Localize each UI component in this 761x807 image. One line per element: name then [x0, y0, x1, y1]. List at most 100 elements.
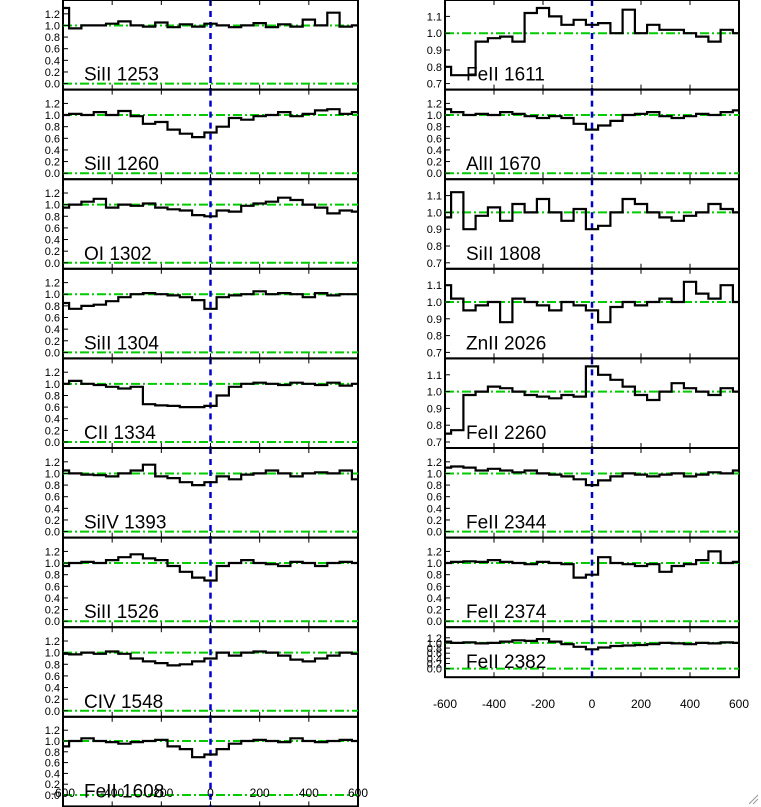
x-tick-label: 600 [348, 786, 368, 800]
y-tick-label: 0.8 [45, 211, 60, 223]
y-tick-label: 0.4 [45, 593, 60, 605]
spectrum-siii-1304 [63, 290, 358, 310]
y-tick-label: 1.2 [427, 633, 442, 645]
y-tick-label: 0.4 [45, 683, 60, 695]
panel-oi-1302: 0.00.20.40.60.81.01.2 OI 1302 [45, 178, 359, 270]
y-tick-label: 0.6 [45, 313, 60, 325]
x-tick-label: 0 [589, 697, 596, 711]
spectrum-siii-1260 [63, 108, 358, 139]
y-tick-label: 0.8 [45, 301, 60, 313]
y-tick-label: 0.8 [427, 241, 442, 253]
y-tick-label: 0.7 [427, 79, 442, 91]
y-tick-label: 0.0 [45, 706, 60, 718]
y-tick-label: 0.2 [45, 67, 60, 79]
y-tick-label: 1.1 [427, 280, 442, 292]
ion-label-znii-2026: ZnII 2026 [466, 333, 546, 354]
x-tick-label: -400 [100, 786, 124, 800]
y-tick-label: 0.0 [45, 347, 60, 359]
y-tick-label: 0.0 [427, 527, 442, 539]
y-tick-label: 1.0 [427, 297, 442, 309]
y-tick-label: 0.6 [45, 402, 60, 414]
panel-siii-1304: 0.00.20.40.60.81.01.2 SiII 1304 [45, 267, 359, 359]
y-tick-label: 0.0 [427, 168, 442, 180]
panel-siii-1253: 0.00.20.40.60.81.01.2 SiII 1253 [45, 0, 359, 91]
y-tick-label: 0.8 [427, 62, 442, 74]
x-tick-label: -200 [531, 697, 555, 711]
y-tick-label: 1.0 [45, 648, 60, 660]
y-tick-label: 0.8 [427, 122, 442, 134]
x-tick-label: 200 [631, 697, 651, 711]
y-tick-label: 1.2 [427, 98, 442, 110]
spectrum-alii-1670 [445, 108, 739, 131]
y-tick-label: 0.8 [45, 659, 60, 671]
y-tick-label: 0.4 [427, 653, 442, 665]
y-tick-label: 0.0 [427, 664, 442, 676]
right-column-chart: 0.7 0.8 0.9 1.0 1.1 FeII 16110.00.20.40.60.81… [427, 0, 749, 711]
spectrum-siii-1526 [63, 553, 358, 582]
spectrum-znii-2026 [445, 280, 739, 324]
y-tick-label: 0.6 [45, 223, 60, 235]
y-tick-label: 0.6 [45, 133, 60, 145]
y-tick-label: 0.4 [427, 503, 442, 515]
y-tick-label: 0.0 [45, 527, 60, 539]
y-tick-label: 1.1 [427, 370, 442, 382]
y-tick-label: 0.0 [45, 790, 60, 802]
ion-label-feii-2382: FeII 2382 [466, 652, 546, 673]
y-tick-label: 0.0 [45, 79, 60, 91]
y-tick-label: 0.2 [427, 157, 442, 169]
y-tick-label: 1.0 [45, 200, 60, 212]
y-tick-label: 0.8 [45, 122, 60, 134]
y-tick-label: 0.8 [427, 420, 442, 432]
ion-label-siii-1808: SiII 1808 [466, 244, 541, 265]
ion-label-feii-2374: FeII 2374 [466, 602, 547, 623]
y-tick-label: 0.2 [427, 658, 442, 670]
ion-label-siii-1253: SiII 1253 [84, 65, 159, 86]
x-tick-label: 400 [680, 697, 700, 711]
resize-grip-icon[interactable] [748, 794, 759, 805]
y-tick-label: 0.2 [45, 425, 60, 437]
y-tick-label: 1.0 [427, 207, 442, 219]
y-tick-label: 0.0 [45, 168, 60, 180]
y-tick-label: 0.4 [45, 414, 60, 426]
y-tick-label: 0.0 [45, 437, 60, 449]
y-tick-label: 1.0 [427, 638, 442, 650]
spectrum-siii-1808 [445, 191, 739, 231]
ion-label-siii-1304: SiII 1304 [84, 333, 159, 354]
y-tick-label: 0.8 [45, 570, 60, 582]
y-tick-label: 0.9 [427, 314, 442, 326]
y-tick-label: 1.0 [427, 387, 442, 399]
ion-label-feii-1611: FeII 1611 [466, 65, 545, 86]
y-tick-label: 1.2 [45, 546, 60, 558]
y-tick-label: 0.2 [427, 515, 442, 527]
y-tick-label: 0.2 [45, 515, 60, 527]
spectrum-feii-2260 [445, 365, 739, 435]
spectrum-civ-1548 [63, 650, 358, 667]
y-tick-label: 1.0 [45, 468, 60, 480]
y-tick-label: 1.0 [45, 736, 60, 748]
spectrum-feii-2382 [445, 638, 739, 651]
y-tick-label: 0.6 [45, 44, 60, 56]
panel-alii-1670: 0.00.20.40.60.81.01.2 AlII 1670 [427, 88, 740, 181]
panel-feii-2260: 0.7 0.8 0.9 1.0 1.1 FeII 2260 [427, 357, 740, 449]
ion-label-siii-1260: SiII 1260 [84, 154, 159, 175]
y-tick-label: 0.2 [45, 779, 60, 791]
ion-label-cii-1334: CII 1334 [84, 423, 156, 444]
spectrum-feii-2344 [445, 465, 739, 487]
y-tick-label: 1.2 [45, 457, 60, 469]
ion-label-feii-2260: FeII 2260 [466, 423, 546, 444]
y-tick-label: 1.2 [427, 546, 442, 558]
y-tick-label: 0.8 [427, 570, 442, 582]
y-tick-label: 1.2 [427, 457, 442, 469]
spectrum-feii-2374 [445, 550, 739, 579]
y-tick-label: 1.2 [45, 9, 60, 21]
ion-label-civ-1548: CIV 1548 [84, 692, 163, 713]
y-tick-label: 1.2 [45, 636, 60, 648]
y-tick-label: 0.4 [45, 235, 60, 247]
y-tick-label: 0.2 [427, 605, 442, 617]
y-tick-label: 1.2 [45, 278, 60, 290]
ion-label-feii-1608: FeII 1608 [84, 781, 164, 802]
y-tick-label: 0.8 [45, 480, 60, 492]
y-tick-label: 0.0 [45, 616, 60, 628]
y-tick-label: 1.0 [45, 558, 60, 570]
